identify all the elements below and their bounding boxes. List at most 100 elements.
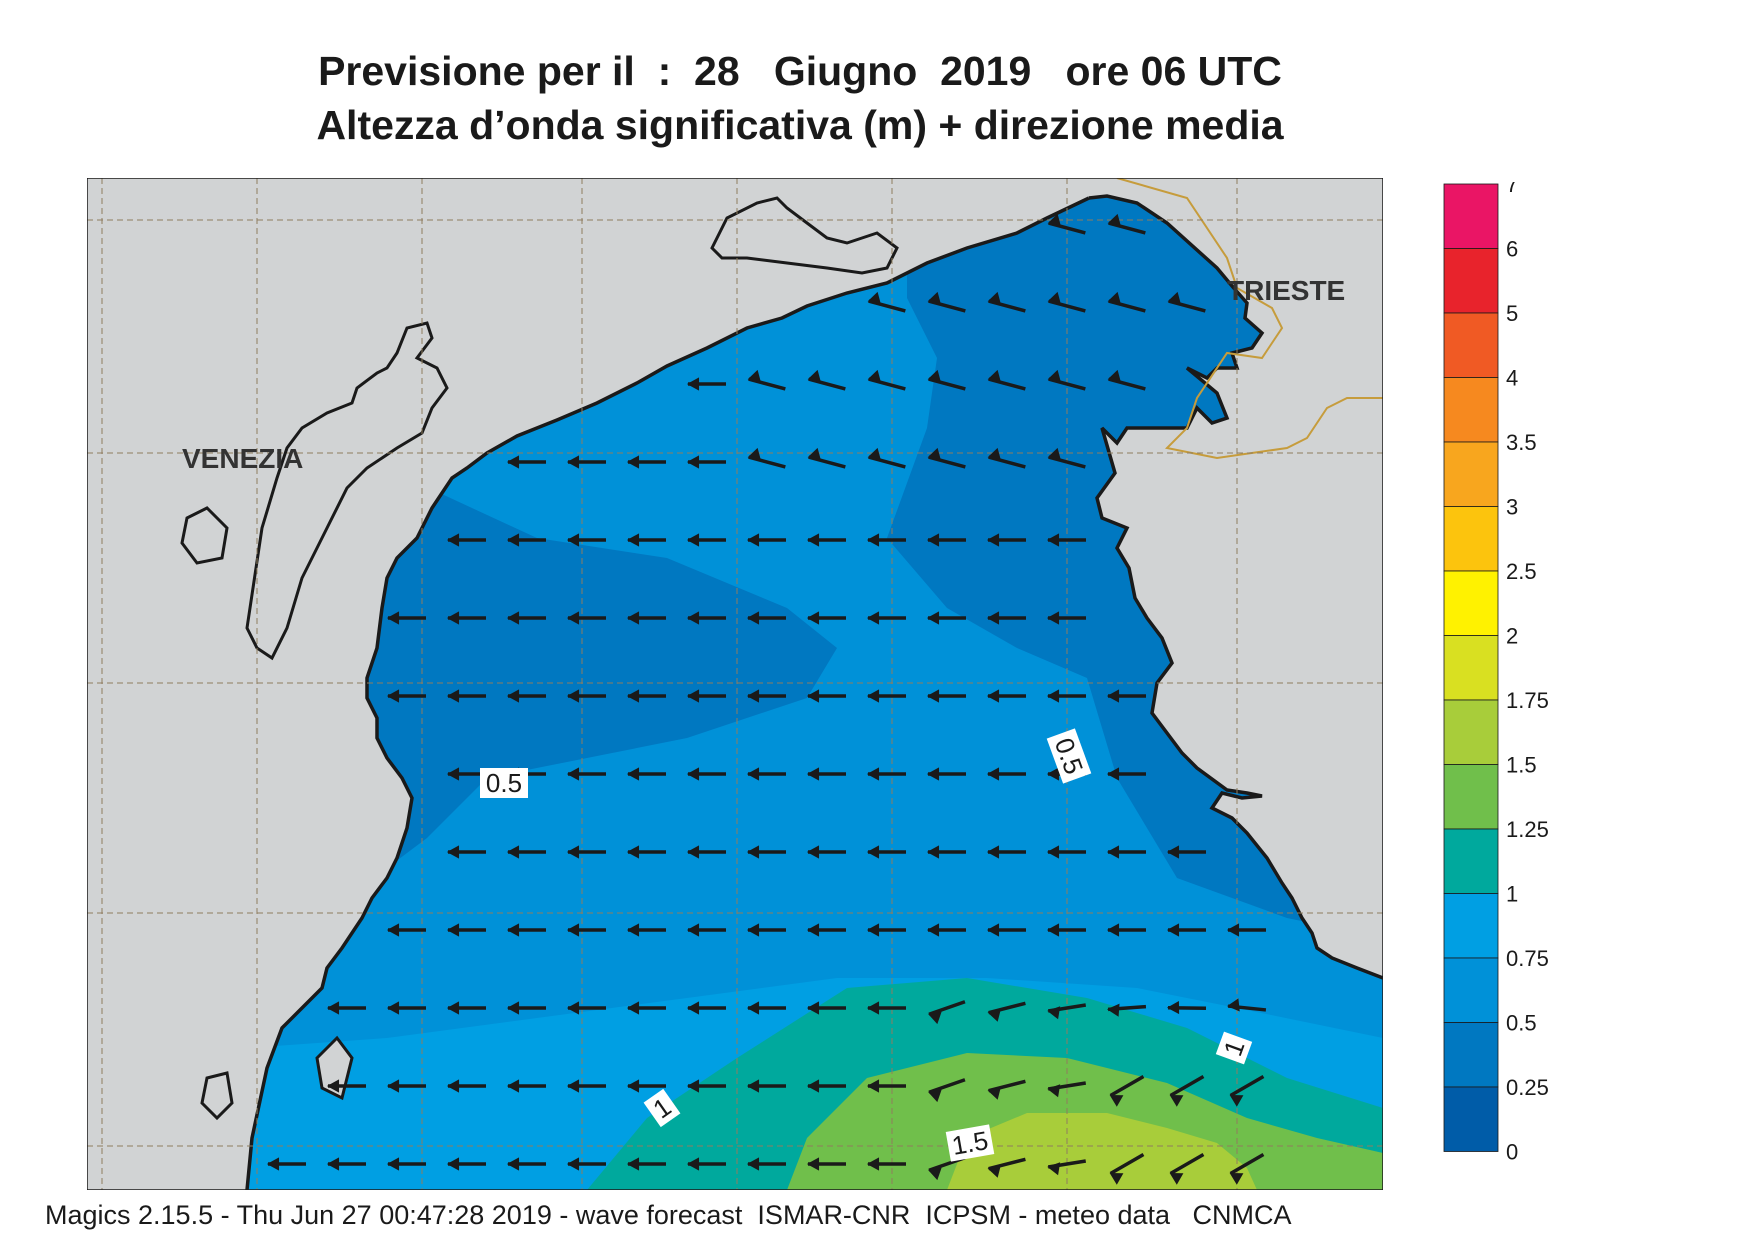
legend-tick-label: 0.25	[1506, 1075, 1549, 1100]
wave-arrow-head	[1107, 291, 1122, 305]
footer-credits: Magics 2.15.5 - Thu Jun 27 00:47:28 2019…	[45, 1200, 1292, 1230]
wave-arrow-head	[986, 689, 1000, 703]
wave-arrow-head	[986, 533, 1000, 547]
legend-band	[1443, 635, 1499, 701]
wave-arrow-head	[1106, 689, 1120, 703]
wave-arrow-head	[866, 1079, 880, 1093]
wave-arrow-head	[806, 533, 820, 547]
wave-arrow-head	[566, 845, 580, 859]
wave-arrow-head	[326, 1079, 340, 1093]
svg-text:0.5: 0.5	[486, 768, 522, 798]
legend-band	[1443, 699, 1499, 765]
wave-arrow	[1109, 1074, 1145, 1098]
wave-arrow-head	[746, 1001, 760, 1015]
wave-arrow	[1229, 1074, 1265, 1098]
legend-band	[1443, 377, 1499, 443]
wave-arrow-head	[987, 447, 1002, 461]
wave-arrow-head	[806, 1157, 820, 1171]
legend-band	[1443, 570, 1499, 636]
wave-arrow-head	[686, 533, 700, 547]
legend-band	[1443, 764, 1499, 830]
wave-arrow-head	[928, 1167, 942, 1181]
wave-arrow-head	[566, 611, 580, 625]
wave-arrow-head	[566, 1079, 580, 1093]
legend-tick-label: 6	[1506, 237, 1518, 262]
legend-tick-label: 1	[1506, 882, 1518, 907]
wave-arrow-head	[746, 1079, 760, 1093]
legend-tick-label: 1.5	[1506, 753, 1537, 778]
wave-arrow-head	[1047, 291, 1062, 305]
wave-arrow-head	[686, 377, 700, 391]
wave-arrow-head	[446, 689, 460, 703]
wave-arrow-head	[566, 689, 580, 703]
contour-label-15: 1.5	[945, 1124, 995, 1162]
wave-arrow-head	[1046, 689, 1060, 703]
wave-arrow-head	[747, 369, 762, 383]
wave-arrow-head	[806, 767, 820, 781]
legend-band	[1443, 183, 1499, 249]
wave-arrow-head	[927, 369, 942, 383]
wave-arrow-head	[506, 611, 520, 625]
wave-arrow-head	[1107, 213, 1122, 227]
wave-arrow-head	[746, 689, 760, 703]
wave-arrow-head	[867, 291, 882, 305]
wave-arrow-head	[446, 923, 460, 937]
wave-arrow-head	[987, 1086, 1001, 1100]
wave-arrow-head	[626, 611, 640, 625]
wave-arrow-head	[1166, 923, 1180, 937]
wave-arrow-head	[506, 845, 520, 859]
wave-arrow-head	[1169, 1094, 1184, 1107]
wave-arrow-head	[566, 767, 580, 781]
legend-tick-label: 2	[1506, 624, 1518, 649]
contour-label-1-east: 1	[1215, 1031, 1253, 1065]
wave-arrow-head	[866, 689, 880, 703]
wave-arrow-head	[926, 923, 940, 937]
wave-arrow-head	[1109, 1094, 1124, 1107]
wave-arrow-head	[866, 923, 880, 937]
wave-arrow-head	[866, 1157, 880, 1171]
wave-arrow-head	[1226, 923, 1240, 937]
wave-arrow-head	[806, 689, 820, 703]
wave-arrow-head	[866, 533, 880, 547]
wave-arrow-head	[746, 923, 760, 937]
wave-arrow-head	[566, 1157, 580, 1171]
wave-arrow-head	[986, 923, 1000, 937]
wave-arrow-head	[1166, 845, 1180, 859]
wave-arrow-head	[806, 1079, 820, 1093]
wave-arrow-head	[1047, 213, 1062, 227]
wave-arrow-head	[686, 923, 700, 937]
wave-arrow	[1169, 1152, 1205, 1176]
wave-arrow-head	[926, 689, 940, 703]
wave-arrow-head	[866, 1001, 880, 1015]
wave-arrow-head	[807, 447, 822, 461]
wave-arrow-head	[1106, 845, 1120, 859]
wave-arrow-head	[746, 1157, 760, 1171]
wave-arrow-head	[806, 923, 820, 937]
wave-arrow-head	[867, 369, 882, 383]
wave-arrow	[928, 1000, 966, 1016]
wave-arrow	[1109, 1152, 1145, 1176]
wave-arrow-head	[1047, 1084, 1061, 1098]
wave-arrow-head	[926, 611, 940, 625]
wave-arrow-head	[987, 291, 1002, 305]
wave-arrow-head	[626, 1001, 640, 1015]
wave-arrow-head	[926, 767, 940, 781]
wave-arrow-head	[446, 1157, 460, 1171]
wave-arrow-head	[1046, 767, 1060, 781]
wave-arrow-head	[1166, 1000, 1180, 1015]
wave-height-map: VENEZIA TRIESTE 0.5 0.5 1 1 1.5	[87, 178, 1383, 1190]
wave-arrow-head	[626, 845, 640, 859]
legend-tick-label: 1.25	[1506, 817, 1549, 842]
legend-tick-label: 0.75	[1506, 946, 1549, 971]
wave-arrow-head	[446, 533, 460, 547]
wave-arrow-head	[986, 845, 1000, 859]
wave-arrow-head	[746, 845, 760, 859]
wave-arrow-head	[386, 1157, 400, 1171]
wave-arrow-head	[326, 1001, 340, 1015]
chart-title: Previsione per il : 28 Giugno 2019 ore 0…	[318, 48, 1282, 94]
wave-arrow-head	[266, 1157, 280, 1171]
legend-tick-label: 4	[1506, 366, 1518, 391]
legend-tick-label: 3	[1506, 495, 1518, 520]
wave-arrow-head	[866, 845, 880, 859]
legend-tick-label: 0	[1506, 1140, 1518, 1163]
